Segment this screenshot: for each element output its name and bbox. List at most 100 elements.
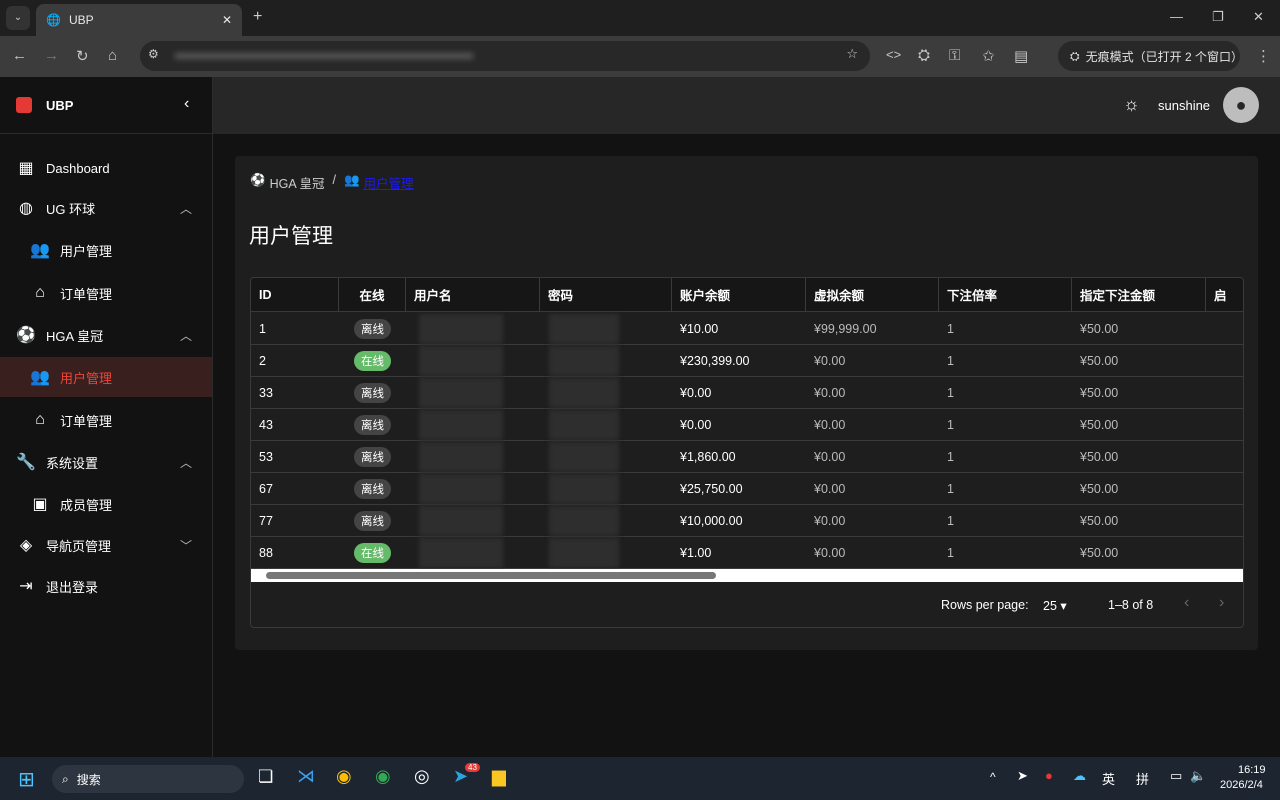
sidebar-item[interactable]: 🔧 系统设置 ︿ bbox=[0, 442, 212, 482]
scrollbar-thumb[interactable] bbox=[266, 572, 716, 579]
site-info-icon[interactable]: ⚙ bbox=[148, 47, 159, 61]
table-row[interactable]: 67 离线 ¥25,750.00 ¥0.00 1 ¥50.00 bbox=[251, 473, 1243, 505]
chevron-up-icon[interactable]: ︿ bbox=[179, 201, 192, 216]
column-header[interactable]: 用户名 bbox=[406, 278, 540, 311]
reading-list-icon[interactable]: ▤ bbox=[1014, 48, 1029, 65]
chevron-down-icon[interactable]: ﹀ bbox=[179, 538, 192, 553]
browser-tab[interactable]: 🌐 UBP ✕ bbox=[36, 4, 242, 36]
home-icon[interactable]: ⌂ bbox=[108, 47, 118, 64]
sidebar-item[interactable]: ▦ Dashboard bbox=[0, 148, 212, 188]
file-explorer-icon[interactable]: ▆ bbox=[492, 766, 506, 786]
wrench-icon: 🔧 bbox=[16, 454, 36, 471]
cell-bet-amount: ¥50.00 bbox=[1080, 321, 1119, 336]
column-header[interactable]: 下注倍率 bbox=[939, 278, 1072, 311]
column-header[interactable]: 在线 bbox=[339, 278, 406, 311]
ime-mode[interactable]: 拼 bbox=[1136, 772, 1150, 787]
key-icon[interactable]: ⚿ bbox=[949, 47, 961, 64]
table-row[interactable]: 43 离线 ¥0.00 ¥0.00 1 ¥50.00 bbox=[251, 409, 1243, 441]
cell-bet-amount: ¥50.00 bbox=[1080, 385, 1119, 400]
sidebar-item[interactable]: 👥 用户管理 bbox=[0, 230, 212, 270]
code-icon[interactable]: <> bbox=[886, 47, 902, 62]
obs-icon[interactable]: ◎ bbox=[414, 766, 430, 786]
clock-time[interactable]: 16:19 bbox=[1238, 764, 1266, 776]
tab-search-button[interactable]: ⌄ bbox=[6, 6, 30, 30]
close-tab-icon[interactable]: ✕ bbox=[221, 13, 232, 27]
previous-page-button[interactable]: ‹ bbox=[1184, 594, 1190, 611]
sidebar-item[interactable]: 👥 用户管理 bbox=[0, 357, 212, 397]
next-page-button[interactable]: › bbox=[1219, 594, 1225, 611]
store-icon: ⌂ bbox=[35, 284, 45, 301]
table-row[interactable]: 1 离线 ¥10.00 ¥99,999.00 1 ¥50.00 bbox=[251, 313, 1243, 345]
column-header[interactable]: 启 bbox=[1206, 278, 1243, 311]
column-header-label: ID bbox=[259, 287, 272, 302]
windows-start-icon[interactable]: ⊞ bbox=[18, 769, 35, 791]
favorites-icon[interactable]: ✩ bbox=[982, 48, 995, 65]
vscode-icon[interactable]: ⋊ bbox=[297, 766, 315, 786]
horizontal-scrollbar[interactable] bbox=[251, 569, 1243, 582]
task-view-icon[interactable]: ❏ bbox=[258, 767, 274, 786]
tray-cloud-icon[interactable]: ☁ bbox=[1073, 768, 1086, 783]
column-header-label: 启 bbox=[1214, 289, 1227, 303]
cell-balance: ¥10,000.00 bbox=[680, 513, 743, 528]
chrome-incognito-icon[interactable]: ◉ bbox=[375, 766, 391, 786]
sidebar-item[interactable]: ◍ UG 环球 ︿ bbox=[0, 188, 212, 228]
chevron-up-icon[interactable]: ︿ bbox=[179, 328, 192, 343]
table-row[interactable]: 77 离线 ¥10,000.00 ¥0.00 1 ¥50.00 bbox=[251, 505, 1243, 537]
clock-date[interactable]: 2026/2/4 bbox=[1220, 779, 1263, 791]
sidebar-item[interactable]: ◈ 导航页管理 ﹀ bbox=[0, 525, 212, 565]
avatar[interactable]: ● bbox=[1223, 87, 1259, 123]
collapse-sidebar-icon[interactable]: ‹ bbox=[184, 95, 190, 112]
table-row[interactable]: 88 在线 ¥1.00 ¥0.00 1 ¥50.00 bbox=[251, 537, 1243, 569]
close-window-button[interactable]: ✕ bbox=[1253, 9, 1264, 24]
rows-per-page-select[interactable]: 25 ▾ bbox=[1043, 598, 1067, 613]
tray-app-icon[interactable]: ● bbox=[1045, 768, 1053, 783]
breadcrumb-parent[interactable]: HGA 皇冠 bbox=[269, 177, 325, 191]
volume-icon[interactable]: 🔈 bbox=[1190, 768, 1207, 783]
incognito-icon[interactable]: ⛭ bbox=[918, 47, 931, 64]
column-header[interactable]: ID bbox=[251, 278, 339, 311]
reload-icon[interactable]: ↻ bbox=[76, 48, 89, 65]
cell-balance: ¥10.00 bbox=[680, 321, 719, 336]
cell-bet-rate: 1 bbox=[947, 321, 954, 336]
address-bar[interactable]: ⚙ ☆ bbox=[140, 41, 870, 71]
column-header[interactable]: 虚拟余额 bbox=[806, 278, 939, 311]
telegram-icon[interactable]: ➤ bbox=[453, 766, 469, 786]
column-header[interactable]: 账户余额 bbox=[672, 278, 806, 311]
column-header[interactable]: 密码 bbox=[540, 278, 672, 311]
chevron-up-icon[interactable]: ︿ bbox=[179, 455, 192, 470]
bookmark-star-icon[interactable]: ☆ bbox=[846, 46, 858, 61]
incognito-badge[interactable]: ⛭ 无痕模式（已打开 2 个窗口） bbox=[1058, 41, 1243, 71]
ime-language[interactable]: 英 bbox=[1102, 772, 1116, 787]
breadcrumb: ⚽ HGA 皇冠 / 👥 用户管理 bbox=[250, 173, 414, 192]
cell-virtual-balance: ¥0.00 bbox=[814, 449, 846, 464]
blurred-username bbox=[419, 505, 503, 536]
table-row[interactable]: 53 离线 ¥1,860.00 ¥0.00 1 ¥50.00 bbox=[251, 441, 1243, 473]
sidebar-item[interactable]: ▣ 成员管理 bbox=[0, 484, 212, 524]
restore-button[interactable]: ❐ bbox=[1212, 9, 1224, 24]
taskbar-search[interactable]: ⌕ 搜索 bbox=[52, 765, 244, 793]
column-header-label: 在线 bbox=[359, 289, 385, 303]
column-header[interactable]: 指定下注金额 bbox=[1072, 278, 1206, 311]
tray-chevron-icon[interactable]: ^ bbox=[990, 770, 996, 784]
forward-icon[interactable]: → bbox=[44, 47, 59, 64]
compass-icon: ◈ bbox=[19, 537, 33, 554]
theme-toggle-sun-icon[interactable]: ☼ bbox=[1123, 94, 1140, 114]
sidebar-item[interactable]: ⇥ 退出登录 bbox=[0, 566, 212, 606]
table-row[interactable]: 33 离线 ¥0.00 ¥0.00 1 ¥50.00 bbox=[251, 377, 1243, 409]
menu-icon[interactable]: ⋮ bbox=[1256, 48, 1271, 65]
breadcrumb-current[interactable]: 用户管理 bbox=[363, 177, 414, 191]
chrome-icon[interactable]: ◉ bbox=[336, 766, 352, 786]
tray-telegram-icon[interactable]: ➤ bbox=[1017, 768, 1028, 783]
minimize-button[interactable]: — bbox=[1170, 9, 1183, 24]
table-row[interactable]: 2 在线 ¥230,399.00 ¥0.00 1 ¥50.00 bbox=[251, 345, 1243, 377]
new-tab-button[interactable]: + bbox=[253, 8, 263, 25]
back-icon[interactable]: ← bbox=[12, 47, 27, 64]
sidebar-item[interactable]: ⌂ 订单管理 bbox=[0, 273, 212, 313]
cell-bet-amount: ¥50.00 bbox=[1080, 353, 1119, 368]
cell-id: 88 bbox=[259, 545, 273, 560]
network-icon[interactable]: ▭ bbox=[1170, 768, 1183, 783]
soccer-ball-icon: ⚽ bbox=[250, 173, 266, 187]
sidebar-item[interactable]: ⌂ 订单管理 bbox=[0, 400, 212, 440]
logout-icon: ⇥ bbox=[19, 578, 33, 595]
sidebar-item[interactable]: ⚽ HGA 皇冠 ︿ bbox=[0, 315, 212, 355]
